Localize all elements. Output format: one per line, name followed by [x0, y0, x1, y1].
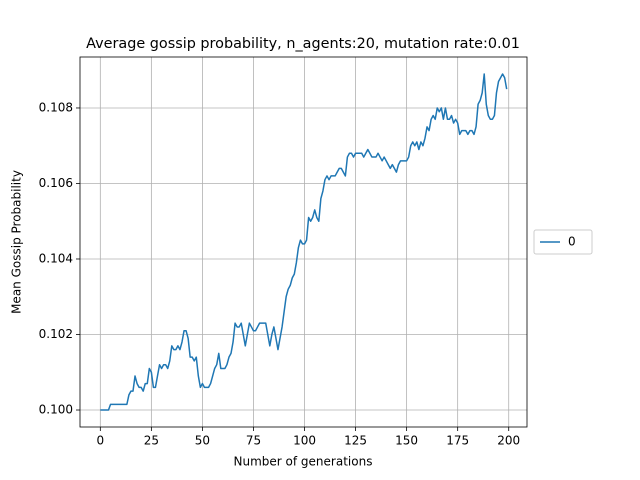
x-tick-label: 50 — [195, 434, 210, 448]
y-tick-label: 0.100 — [39, 403, 73, 417]
x-tick-label: 150 — [395, 434, 418, 448]
y-tick-label: 0.102 — [39, 327, 73, 341]
x-tick-label: 175 — [446, 434, 469, 448]
x-axis-label: Number of generations — [234, 455, 373, 469]
legend-box — [533, 229, 593, 255]
x-tick-label: 75 — [246, 434, 261, 448]
y-tick-label: 0.104 — [39, 251, 73, 265]
legend-label: 0 — [568, 235, 576, 249]
plot-frame — [79, 56, 528, 428]
x-tick-label: 200 — [497, 434, 520, 448]
x-tick-label: 0 — [96, 434, 104, 448]
x-tick-label: 100 — [293, 434, 316, 448]
chart-title: Average gossip probability, n_agents:20,… — [86, 36, 520, 52]
x-tick-label: 125 — [344, 434, 367, 448]
x-tick-label: 25 — [144, 434, 159, 448]
y-axis-label: Mean Gossip Probability — [10, 170, 24, 314]
y-tick-label: 0.108 — [39, 100, 73, 114]
y-tick-label: 0.106 — [39, 176, 73, 190]
line-series — [100, 73, 508, 411]
